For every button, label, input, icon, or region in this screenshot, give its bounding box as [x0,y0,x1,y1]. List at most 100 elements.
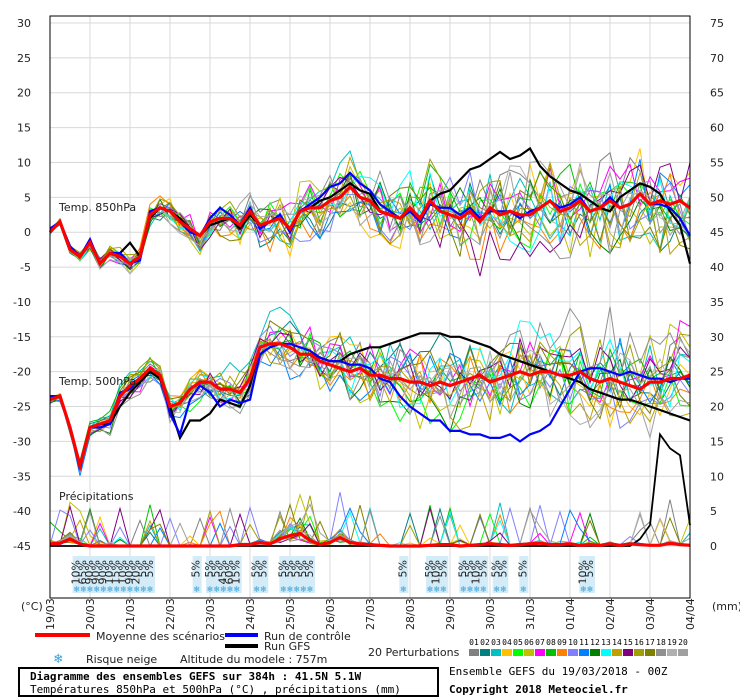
snow-risk-cell [279,556,289,593]
snowflake-icon: ❄ [114,585,120,595]
snow-risk-cell [466,556,475,593]
snowflake-icon: ❄ [281,585,287,595]
perturbation-number: 02 [480,638,490,647]
x-date-label: 01/04 [564,598,577,630]
perturbation-number: 18 [656,638,666,647]
perturbation-number: 01 [469,638,479,647]
snowflake-icon: ❄ [54,651,63,667]
snowflake-icon: ❄ [461,585,467,595]
y-right-tick: 40 [710,261,724,274]
label-t850: Temp. 850hPa [58,201,136,214]
y-left-tick: -25 [13,401,31,414]
snowflake-icon: ❄ [254,585,260,595]
snowflake-icon: ❄ [307,585,313,595]
x-date-label: 29/03 [444,598,457,630]
x-date-label: 23/03 [204,598,217,630]
footer-subtitle: Températures 850hPa et 500hPa (°C) , pré… [30,683,401,696]
x-date-label: 19/03 [44,598,57,630]
snowflake-icon: ❄ [134,585,140,595]
x-date-label: 24/03 [244,598,257,630]
perturbation-number: 19 [667,638,677,647]
perturbation-swatch [502,649,512,656]
x-date-label: 27/03 [364,598,377,630]
snow-risk-label: 15% [230,560,243,584]
perturbation-number: 06 [524,638,534,647]
y-left-tick: -45 [13,540,31,553]
snow-risk-cell [586,556,595,593]
snow-risk-cell [212,556,222,593]
snowflake-icon: ❄ [441,585,447,595]
perturbation-swatch [491,649,501,656]
snow-risk-cell [259,556,269,593]
perturbation-number: 17 [645,638,655,647]
snow-risk-label: 5% [476,560,489,577]
y-left-tick: -15 [13,331,31,344]
footer-title: Diagramme des ensembles GEFS sur 384h : … [30,670,362,683]
gfs-t500-line [49,332,691,471]
perturbation-t500-line [49,340,691,468]
snow-risk-cell [306,556,315,593]
snow-risk-cell [99,556,109,593]
legend-snow-label: Risque neige [86,653,157,666]
snowflake-icon: ❄ [74,585,80,595]
label-t500: Temp. 500hPa [58,375,136,388]
perturbation-swatch [469,649,479,656]
plot-frame [49,15,691,599]
y-left-tick: 0 [24,226,31,239]
snowflake-icon: ❄ [147,585,153,595]
perturbation-swatch [623,649,633,656]
snow-risk-label: 5% [436,560,449,577]
snowflake-icon: ❄ [301,585,307,595]
perturbation-number: 20 [678,638,688,647]
perturbation-swatch [634,649,644,656]
legend-gfs-label: Run GFS [264,640,310,653]
mean-precip-line [49,531,691,548]
snowflake-icon: ❄ [214,585,220,595]
perturbation-swatch [612,649,622,656]
perturbation-number: 11 [579,638,589,647]
y-right-tick: 20 [710,401,724,414]
snow-risk-cell [192,556,202,593]
snow-risk-cell [132,556,142,593]
mean-t850-line [48,184,691,267]
snow-risk-cell [499,556,509,593]
snow-risk-cell [232,556,242,593]
snowflake-icon: ❄ [221,585,227,595]
y-right-tick: 0 [710,540,717,553]
snowflake-icon: ❄ [227,585,233,595]
perturbation-swatch [678,649,688,656]
x-date-label: 28/03 [404,598,417,630]
snow-risk-label: 5% [256,560,269,577]
snowflake-icon: ❄ [234,585,240,595]
snow-risk-cell [286,556,295,593]
y-right-tick: 5 [710,505,717,518]
snowflake-icon: ❄ [194,585,200,595]
snow-risk-cell [492,556,502,593]
snow-risk-label: 5% [303,560,316,577]
snow-risk-label: 5% [396,560,409,577]
y-right-tick: 55 [710,156,724,169]
snow-risk-cell [106,556,115,593]
snow-risk-cell [112,556,122,593]
snow-risk-cell [519,556,529,593]
snow-risk-cell [79,556,89,593]
snowflake-icon: ❄ [261,585,267,595]
perturbation-swatch [568,649,578,656]
snowflake-icon: ❄ [81,585,87,595]
y-left-tick: 15 [17,122,31,135]
perturbation-swatch [579,649,589,656]
perturbation-swatch [557,649,567,656]
x-date-label: 30/03 [484,598,497,630]
perturbation-swatch [546,649,556,656]
snowflake-icon: ❄ [474,585,480,595]
snow-risk-cell [399,556,409,593]
snowflake-icon: ❄ [207,585,213,595]
y-left-tick: 30 [17,17,31,30]
snow-risk-label: 5% [496,560,509,577]
x-date-label: 21/03 [124,598,137,630]
snow-risk-label: 5% [190,560,203,577]
perturbation-number: 13 [601,638,611,647]
left-unit: (°C) [21,600,43,613]
y-right-tick: 65 [710,87,724,100]
